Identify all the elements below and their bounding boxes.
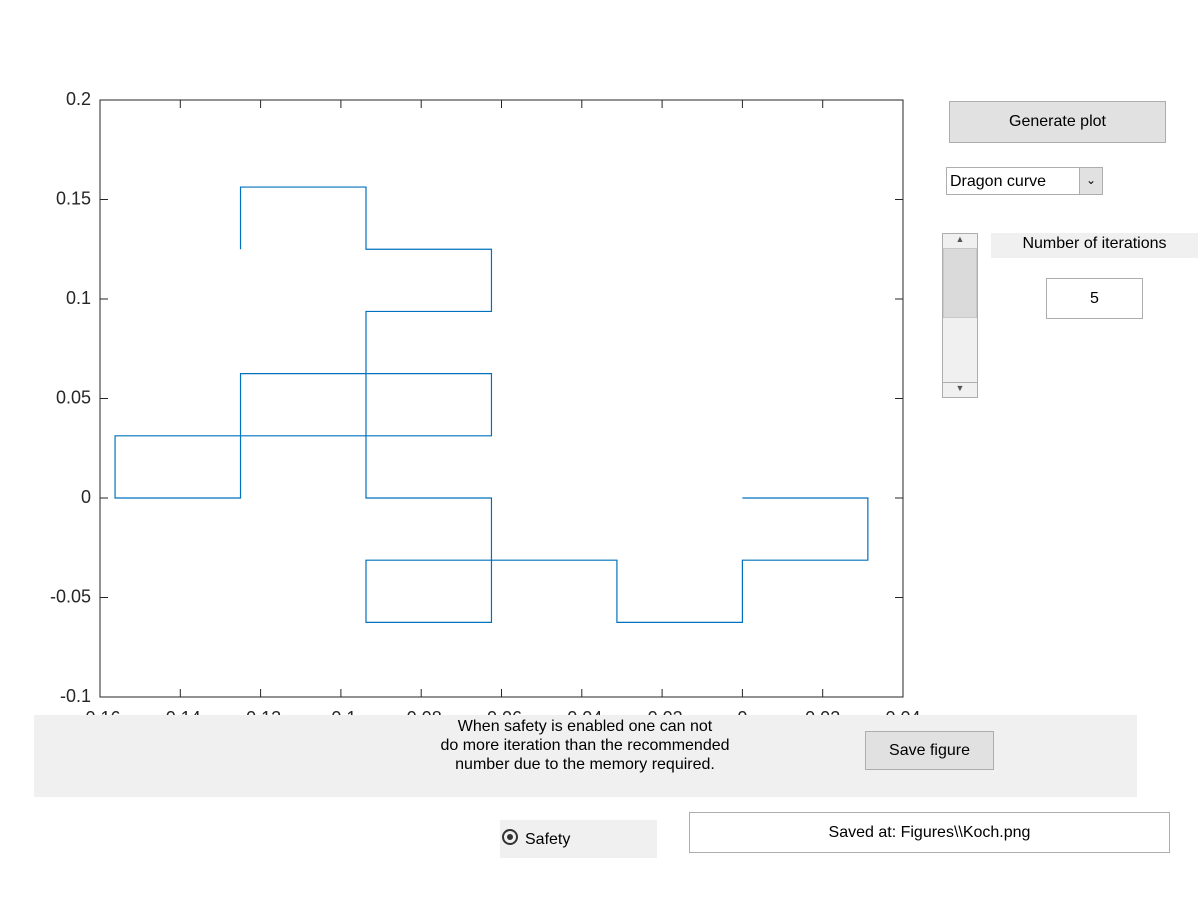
iterations-label: Number of iterations (991, 233, 1198, 258)
radio-label: Safety (525, 831, 571, 848)
save-button[interactable]: Save figure (865, 731, 994, 770)
y-tick-label: 0.05 (56, 387, 91, 407)
dropdown-arrow[interactable]: ⌄ (1079, 168, 1102, 194)
generate-button[interactable]: Generate plot (949, 101, 1166, 143)
y-tick-label: 0.15 (56, 188, 91, 208)
note-line: When safety is enabled one can not (457, 718, 713, 735)
iterations-slider[interactable]: ▲ ▼ (942, 233, 978, 398)
y-tick-label: 0.2 (66, 89, 91, 109)
slider-down[interactable]: ▼ (943, 382, 977, 397)
dropdown-text: Dragon curve (950, 173, 1047, 190)
y-tick-label: 0 (81, 487, 91, 507)
y-tick-label: 0.1 (66, 288, 91, 308)
note-line: do more iteration than the recommended (440, 737, 730, 754)
y-tick-label: -0.05 (50, 586, 91, 606)
slider-thumb[interactable] (943, 248, 977, 318)
curve-line (114, 186, 869, 623)
radio-dot[interactable] (502, 829, 518, 845)
note-line: number due to the memory required. (455, 756, 715, 773)
y-tick-label: -0.1 (60, 686, 91, 706)
save-status: Saved at: Figures\\Koch.png (689, 812, 1170, 853)
slider-up[interactable]: ▲ (955, 234, 965, 244)
safety-radio[interactable]: Safety (500, 820, 657, 858)
curve-dropdown[interactable]: Dragon curve ⌄ (946, 167, 1103, 195)
iterations-field[interactable]: 5 (1046, 278, 1143, 319)
axes-box (99, 99, 904, 698)
safety-note: When safety is enabled one can not do mo… (380, 717, 790, 774)
